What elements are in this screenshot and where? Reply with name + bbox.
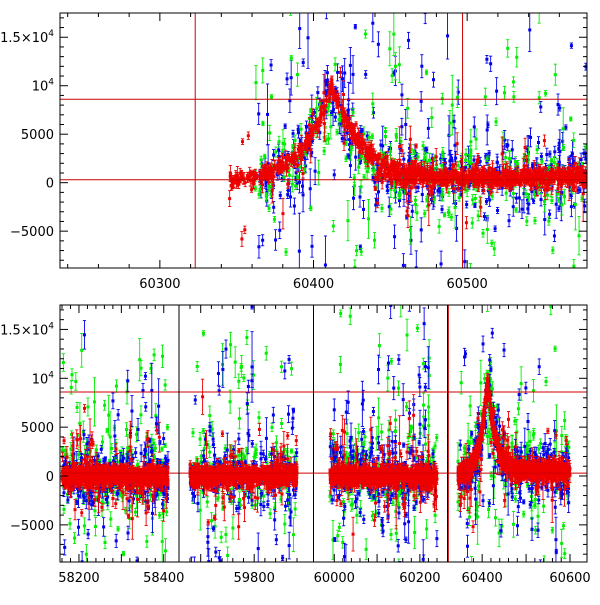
data-point [290, 464, 293, 468]
data-point [237, 449, 240, 453]
y-tick-label: 5000 [21, 128, 54, 143]
data-point [71, 474, 74, 478]
x-tick-label: 60500 [446, 277, 487, 292]
data-point [122, 552, 125, 556]
data-point [443, 213, 446, 217]
data-point [546, 172, 549, 176]
data-point [127, 514, 130, 518]
data-point [149, 459, 152, 463]
data-point [270, 95, 273, 99]
y-tick-label: −5000 [10, 225, 54, 240]
data-point [557, 198, 560, 202]
data-point [374, 186, 377, 190]
x-tick-label: 60300 [139, 277, 180, 292]
data-point [160, 447, 163, 451]
y-tick-label: 0 [46, 177, 54, 192]
data-point [569, 117, 572, 121]
data-point [414, 144, 417, 148]
x-tick-label: 60400 [293, 277, 334, 292]
data-point [552, 171, 555, 175]
data-point [473, 203, 476, 207]
data-point [161, 474, 164, 478]
y-tick-label: 1.5×104 [0, 29, 54, 46]
data-point [345, 118, 348, 122]
data-point [402, 443, 405, 447]
data-point [333, 537, 336, 541]
